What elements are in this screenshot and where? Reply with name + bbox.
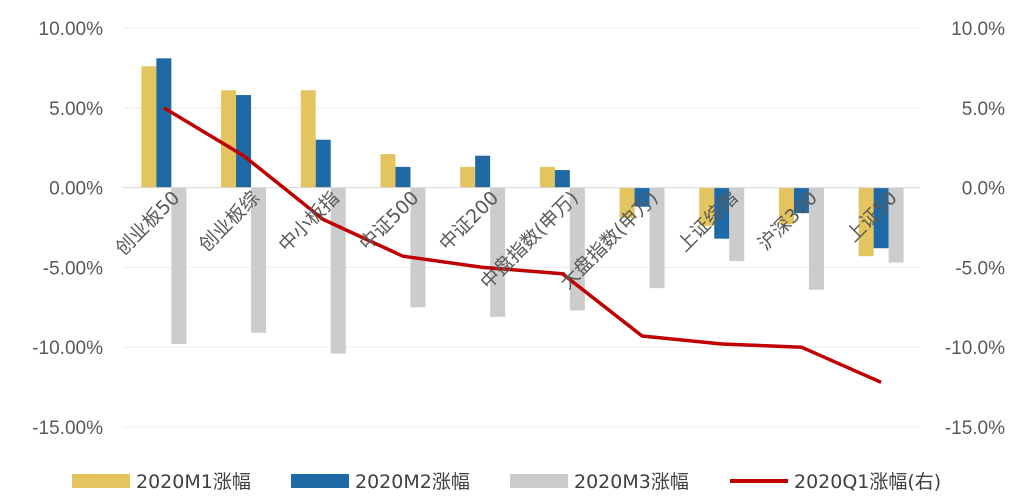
y-left-tick-label: -5.00% <box>43 258 103 279</box>
y-left-tick-label: -10.00% <box>32 338 103 359</box>
y-right-tick-label: 10.0% <box>951 19 1005 40</box>
legend-label: 2020M1涨幅 <box>136 471 251 493</box>
line-series <box>162 106 882 384</box>
y-right-tick-label: 5.0% <box>962 99 1005 120</box>
legend-label: 2020M2涨幅 <box>355 471 470 493</box>
bar <box>156 58 172 188</box>
bar <box>873 187 889 249</box>
y-axis-left: 10.00% 5.00% 0.00% -5.00% -10.00% -15.00% <box>32 19 103 439</box>
bar <box>300 90 316 188</box>
bar <box>221 90 237 188</box>
bar <box>858 187 874 257</box>
bar <box>793 187 809 214</box>
bar <box>141 66 157 188</box>
bar <box>475 155 491 188</box>
legend-swatch <box>291 474 349 488</box>
bar <box>460 166 476 188</box>
line-2020q1 <box>162 106 882 384</box>
bar <box>649 187 665 289</box>
y-right-tick-label: -5.0% <box>955 258 1005 279</box>
bar <box>251 187 267 333</box>
bar <box>778 187 794 225</box>
bar <box>634 187 650 207</box>
bar <box>729 187 745 262</box>
y-left-tick-label: 0.00% <box>49 179 103 200</box>
legend-label: 2020Q1涨幅(右) <box>794 471 941 493</box>
legend-label: 2020M3涨幅 <box>574 471 689 493</box>
legend-swatch <box>510 474 568 488</box>
bar <box>569 187 585 311</box>
bar <box>490 187 506 317</box>
bar <box>554 170 570 188</box>
bar <box>714 187 730 239</box>
bar <box>171 187 187 345</box>
y-right-tick-label: -15.0% <box>945 418 1005 439</box>
y-left-tick-label: -15.00% <box>32 418 103 439</box>
y-right-tick-label: -10.0% <box>945 338 1005 359</box>
bar <box>380 154 396 188</box>
y-left-tick-label: 10.00% <box>39 19 104 40</box>
y-left-tick-label: 5.00% <box>49 99 103 120</box>
bar <box>539 166 555 188</box>
y-axis-right: 10.0% 5.0% 0.0% -5.0% -10.0% -15.0% <box>945 19 1005 439</box>
bar <box>315 139 331 188</box>
y-right-tick-label: 0.0% <box>962 179 1005 200</box>
bar <box>888 187 904 263</box>
bar <box>410 187 426 308</box>
bar <box>619 187 635 218</box>
bar <box>699 187 715 226</box>
gridlines <box>123 27 920 428</box>
legend-swatch <box>72 474 130 488</box>
bar <box>395 166 411 188</box>
bar <box>808 187 824 290</box>
bar <box>236 95 252 188</box>
bars <box>141 58 904 354</box>
legend: 2020M1涨幅 2020M2涨幅 2020M3涨幅 2020Q1涨幅(右) <box>72 471 941 493</box>
